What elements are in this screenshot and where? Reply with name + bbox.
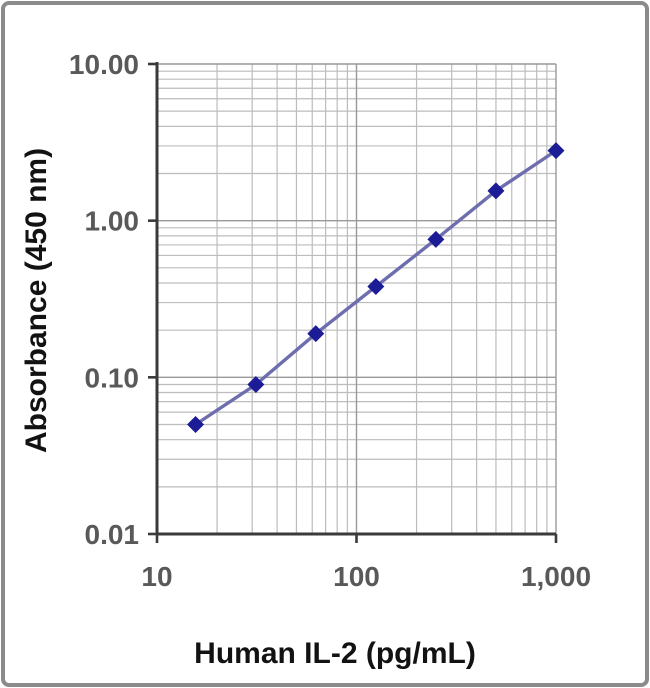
x-tick-label: 100 (333, 561, 380, 592)
x-tick-label: 10 (141, 561, 172, 592)
x-tick-label: 1,000 (521, 561, 591, 592)
y-tick-label: 10.00 (69, 49, 139, 80)
y-tick-label: 1.00 (85, 206, 140, 237)
data-point-marker (187, 415, 205, 433)
y-tick-label: 0.10 (85, 362, 140, 393)
x-axis-title: Human IL-2 (pg/mL) (194, 637, 476, 670)
data-point-marker (487, 182, 505, 200)
data-point-marker (367, 278, 385, 296)
data-point-marker (307, 325, 325, 343)
data-point-marker (247, 376, 265, 394)
y-tick-label: 0.01 (85, 519, 140, 550)
y-axis-title: Absorbance (450 nm) (20, 147, 53, 453)
data-point-marker (547, 142, 565, 160)
data-point-marker (427, 230, 445, 248)
